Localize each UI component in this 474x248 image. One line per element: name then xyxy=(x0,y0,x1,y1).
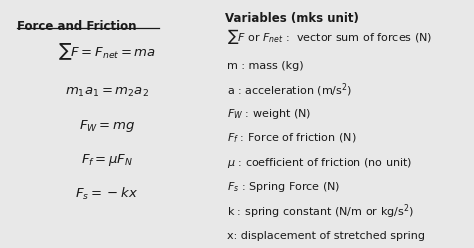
Text: $F_s$ : Spring Force (N): $F_s$ : Spring Force (N) xyxy=(227,180,340,194)
Text: $m_1a_1 = m_2a_2$: $m_1a_1 = m_2a_2$ xyxy=(65,86,149,99)
Text: Force and Friction: Force and Friction xyxy=(18,20,137,33)
Text: $F_W = mg$: $F_W = mg$ xyxy=(79,119,135,134)
Text: $\mu$ : coefficient of friction (no unit): $\mu$ : coefficient of friction (no unit… xyxy=(227,156,412,170)
Text: a : acceleration (m/s$^2$): a : acceleration (m/s$^2$) xyxy=(227,81,352,99)
Text: x: displacement of stretched spring: x: displacement of stretched spring xyxy=(227,231,425,241)
Text: k : spring constant (N/m or kg/s$^2$): k : spring constant (N/m or kg/s$^2$) xyxy=(227,202,414,220)
Text: $F_f$ : Force of friction (N): $F_f$ : Force of friction (N) xyxy=(227,132,356,145)
Text: $\sum F = F_{net} = ma$: $\sum F = F_{net} = ma$ xyxy=(58,41,156,62)
Text: $\sum F$ or $F_{net}$ :  vector sum of forces (N): $\sum F$ or $F_{net}$ : vector sum of fo… xyxy=(227,27,432,46)
Text: $F_W$ : weight (N): $F_W$ : weight (N) xyxy=(227,107,311,121)
Text: m : mass (kg): m : mass (kg) xyxy=(227,61,303,71)
Text: Variables (mks unit): Variables (mks unit) xyxy=(225,12,359,26)
Text: $F_s = -kx$: $F_s = -kx$ xyxy=(75,186,138,202)
Text: $F_f = \mu F_N$: $F_f = \mu F_N$ xyxy=(81,152,133,168)
